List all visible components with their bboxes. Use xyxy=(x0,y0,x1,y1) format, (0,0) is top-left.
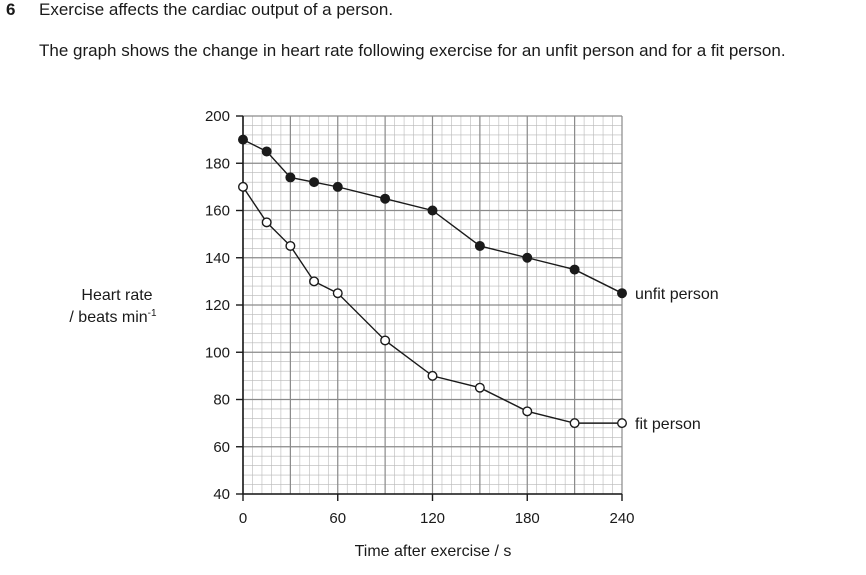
data-point-filled xyxy=(309,177,320,188)
y-tick-label: 200 xyxy=(205,108,230,125)
series-unfit-person: unfit person xyxy=(237,134,719,303)
x-tick-label: 180 xyxy=(515,510,540,527)
tick-labels: 200 180 160 140 120 100 80 60 40 0 60 120 180 240 xyxy=(205,108,635,527)
data-point-filled xyxy=(237,134,248,145)
data-point-open xyxy=(237,181,248,192)
data-point-filled xyxy=(380,193,391,204)
y-tick-label: 140 xyxy=(205,250,230,267)
data-point-filled xyxy=(285,172,296,183)
data-point-open xyxy=(285,240,296,251)
y-tick-label: 120 xyxy=(205,297,230,314)
series-label: fit person xyxy=(635,416,701,433)
data-point-filled xyxy=(261,146,272,157)
data-point-open xyxy=(261,217,272,228)
question-intro: The graph shows the change in heart rate… xyxy=(39,41,786,60)
series-layer: unfit person fit person xyxy=(237,134,719,433)
data-point-filled xyxy=(522,252,533,263)
y-axis-label-line2: / beats min-1 xyxy=(69,308,157,326)
x-tick-label: 60 xyxy=(329,510,346,527)
y-tick-label: 180 xyxy=(205,155,230,172)
data-point-open xyxy=(474,382,485,393)
data-point-open xyxy=(617,418,628,429)
question-title: Exercise affects the cardiac output of a… xyxy=(39,0,394,19)
y-axis-label-line1: Heart rate xyxy=(81,287,152,304)
data-point-open xyxy=(569,418,580,429)
data-point-open xyxy=(522,406,533,417)
data-point-open xyxy=(332,288,343,299)
question-number: 6 xyxy=(6,0,16,19)
data-point-filled xyxy=(332,181,343,192)
y-axis-unit: / beats min xyxy=(69,309,147,326)
x-axis-label: Time after exercise / s xyxy=(355,543,512,560)
x-tick-label: 0 xyxy=(239,510,247,527)
series-label: unfit person xyxy=(635,286,719,303)
y-axis-unit-superscript: -1 xyxy=(148,308,157,319)
data-point-open xyxy=(380,335,391,346)
series-fit-person: fit person xyxy=(237,181,701,433)
data-point-filled xyxy=(617,288,628,299)
y-tick-label: 160 xyxy=(205,203,230,220)
y-tick-label: 60 xyxy=(213,439,230,456)
data-point-filled xyxy=(427,205,438,216)
y-tick-label: 40 xyxy=(213,486,230,503)
data-point-open xyxy=(427,370,438,381)
x-tick-label: 120 xyxy=(420,510,445,527)
data-point-filled xyxy=(474,240,485,251)
data-point-open xyxy=(309,276,320,287)
data-point-filled xyxy=(569,264,580,275)
x-tick-label: 240 xyxy=(609,510,634,527)
y-tick-label: 100 xyxy=(205,344,230,361)
y-tick-label: 80 xyxy=(213,392,230,409)
axes xyxy=(236,115,623,501)
